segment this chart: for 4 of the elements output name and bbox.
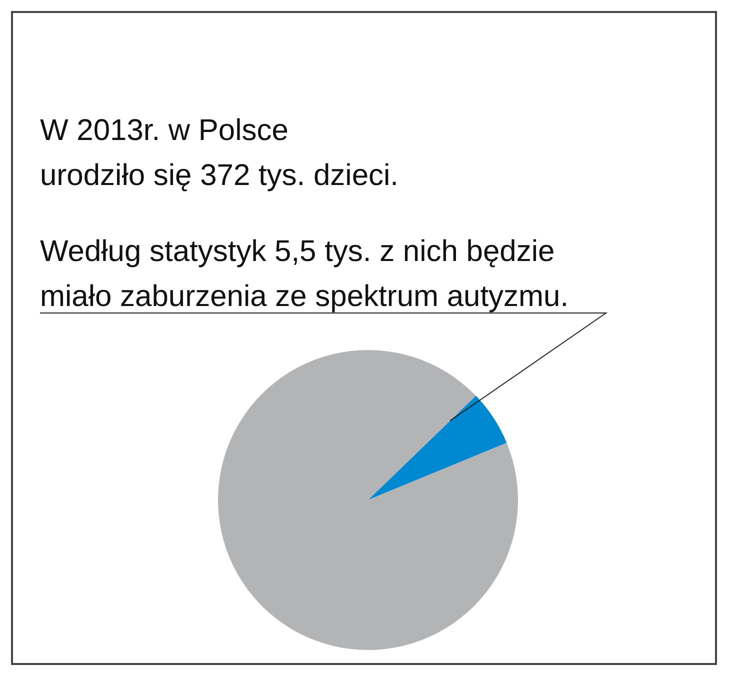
text: Według statystyk 5,5 tys. z nich będzie miało zaburzenia ze spektrum autyzmu. bbox=[40, 235, 569, 313]
pie-slice bbox=[368, 396, 507, 500]
pie-slice bbox=[218, 350, 518, 650]
text: W 2013r. w Polsce urodziło się 372 tys. dzieci. bbox=[40, 114, 399, 192]
